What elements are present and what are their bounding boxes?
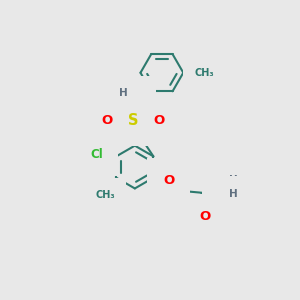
- Text: CH₃: CH₃: [194, 68, 214, 78]
- Text: S: S: [128, 113, 139, 128]
- Text: N: N: [129, 92, 140, 105]
- Text: H: H: [229, 175, 238, 185]
- Text: CH₃: CH₃: [95, 190, 115, 200]
- Text: O: O: [154, 115, 165, 128]
- Text: O: O: [163, 174, 175, 187]
- Text: O: O: [102, 115, 113, 128]
- Text: Cl: Cl: [91, 148, 103, 161]
- Text: O: O: [200, 210, 211, 223]
- Text: H: H: [119, 88, 128, 98]
- Text: N: N: [218, 181, 229, 194]
- Text: H: H: [229, 189, 238, 199]
